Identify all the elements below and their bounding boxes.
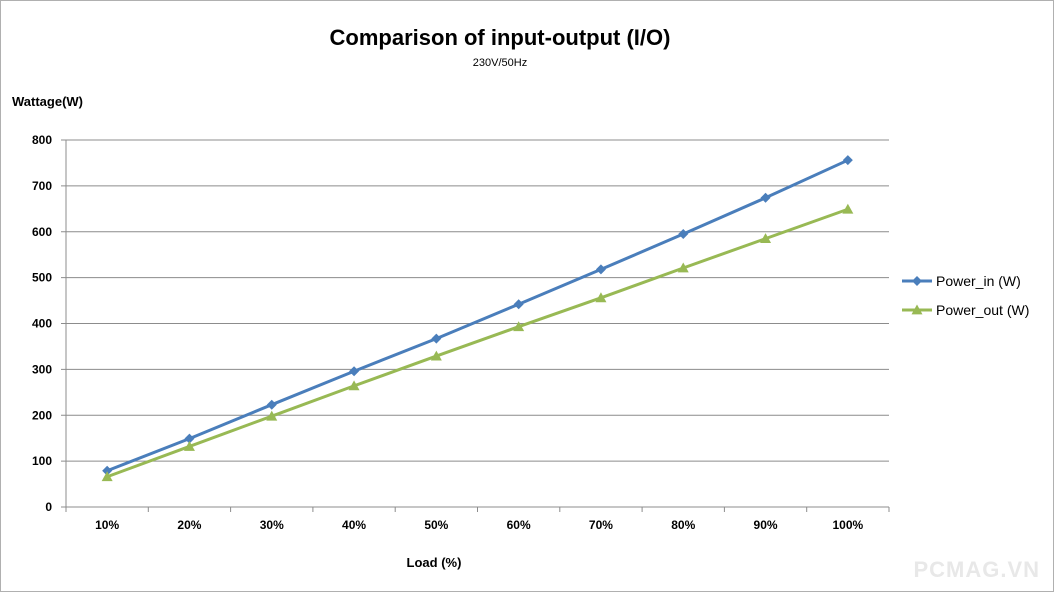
data-point [349,366,360,377]
y-tick-label: 600 [32,225,52,239]
series-line [106,207,849,479]
y-tick-label: 400 [32,317,52,331]
data-point [595,292,607,303]
legend-marker [911,304,923,315]
legend-label: Power_in (W) [936,273,1021,289]
x-tick-label: 50% [424,518,448,532]
x-tick-label: 70% [589,518,613,532]
x-tick-label: 40% [342,518,366,532]
y-tick-label: 300 [32,362,52,376]
x-tick-label: 20% [177,518,201,532]
data-point [595,264,606,275]
x-tick-label: 60% [507,518,531,532]
data-point [842,203,854,214]
y-tick-label: 200 [32,408,52,422]
x-tick-label: 80% [671,518,695,532]
chart-subtitle: 230V/50Hz [473,57,527,69]
legend-marker [912,276,922,286]
legend: Power_in (W) Power_out (W) [902,273,1029,318]
data-point [513,299,524,310]
x-axis-label: Load (%) [407,555,462,570]
y-tick-label: 100 [32,454,52,468]
data-point [184,433,195,444]
legend-item: Power_in (W) [902,273,1021,289]
watermark-logo: PCMAG.VN [913,557,1040,582]
data-point [266,410,278,421]
data-point [513,321,525,332]
data-point [431,333,442,344]
y-tick-label: 0 [45,500,52,514]
data-point [101,471,113,482]
data-point [430,350,442,361]
data-point [678,229,689,240]
data-point [102,465,113,476]
series-power-in [102,155,853,476]
data-point [760,233,772,244]
x-tick-label: 10% [95,518,119,532]
legend-item: Power_out (W) [902,302,1029,318]
legend-label: Power_out (W) [936,302,1029,318]
data-point [348,380,360,391]
y-tick-label: 500 [32,271,52,285]
x-tick-label: 30% [260,518,284,532]
y-tick-label: 700 [32,179,52,193]
series-power-out [101,203,854,482]
data-point [183,440,195,451]
chart-title: Comparison of input-output (I/O) [330,25,671,50]
data-point [842,155,853,166]
x-tick-label: 90% [754,518,778,532]
y-tick-label: 800 [32,133,52,147]
x-tick-label: 100% [832,518,863,532]
series-line [106,158,849,473]
data-point [677,262,689,273]
y-axis-label: Wattage(W) [12,94,83,109]
data-point [266,399,277,410]
data-point [760,192,771,203]
